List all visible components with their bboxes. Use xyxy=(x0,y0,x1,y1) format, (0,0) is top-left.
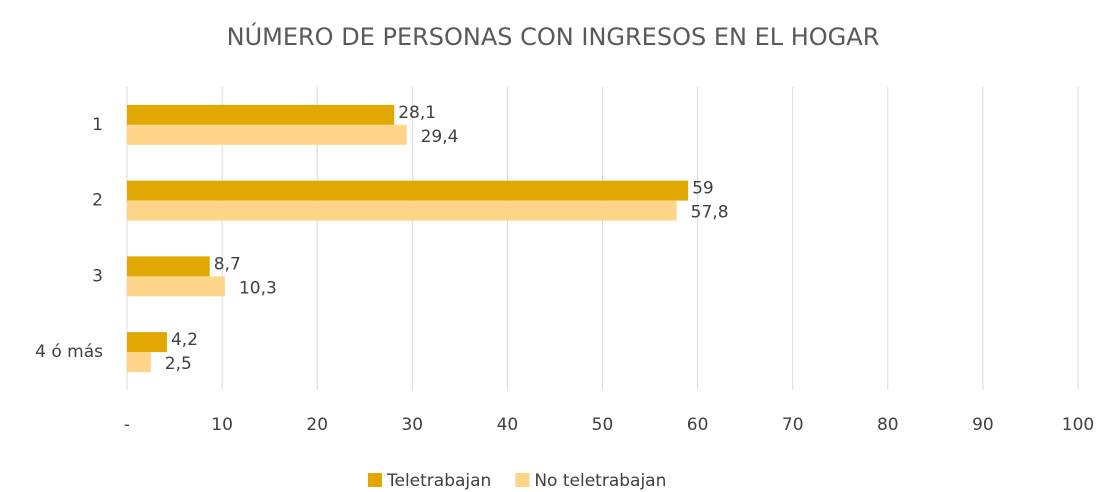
x-tick-label: 60 xyxy=(687,415,709,435)
data-label: 28,1 xyxy=(398,103,436,123)
x-tick-label: - xyxy=(124,415,130,435)
x-tick-label: 20 xyxy=(306,415,328,435)
data-label: 10,3 xyxy=(239,278,277,298)
x-tick-label: 80 xyxy=(877,415,899,435)
bar xyxy=(127,124,407,145)
data-label: 57,8 xyxy=(691,203,729,223)
x-tick-label: 30 xyxy=(401,415,423,435)
data-label: 59 xyxy=(692,179,714,199)
bar xyxy=(127,200,677,221)
legend-swatch xyxy=(368,473,382,487)
x-tick-label: 50 xyxy=(592,415,614,435)
bar xyxy=(127,104,395,125)
y-tick-label: 3 xyxy=(92,266,103,286)
y-tick-label: 4 ó más xyxy=(35,342,103,362)
x-tick-label: 90 xyxy=(972,415,994,435)
bar xyxy=(127,276,225,297)
data-label: 29,4 xyxy=(421,127,459,147)
legend-label: Teletrabajan xyxy=(386,471,491,491)
x-tick-label: 10 xyxy=(211,415,233,435)
x-tick-label: 40 xyxy=(497,415,519,435)
data-label: 2,5 xyxy=(165,354,192,374)
x-tick-label: 100 xyxy=(1062,415,1094,435)
bar xyxy=(127,180,689,201)
y-tick-label: 2 xyxy=(92,191,103,211)
bar xyxy=(127,352,151,373)
bar xyxy=(127,332,167,353)
y-tick-label: 1 xyxy=(92,115,103,135)
x-tick-label: 70 xyxy=(782,415,804,435)
legend-swatch xyxy=(515,473,530,487)
chart-title: NÚMERO DE PERSONAS CON INGRESOS EN EL HO… xyxy=(227,21,880,51)
bar xyxy=(127,256,210,277)
data-label: 4,2 xyxy=(171,330,198,350)
legend-label: No teletrabajan xyxy=(534,471,666,491)
data-label: 8,7 xyxy=(214,254,241,274)
